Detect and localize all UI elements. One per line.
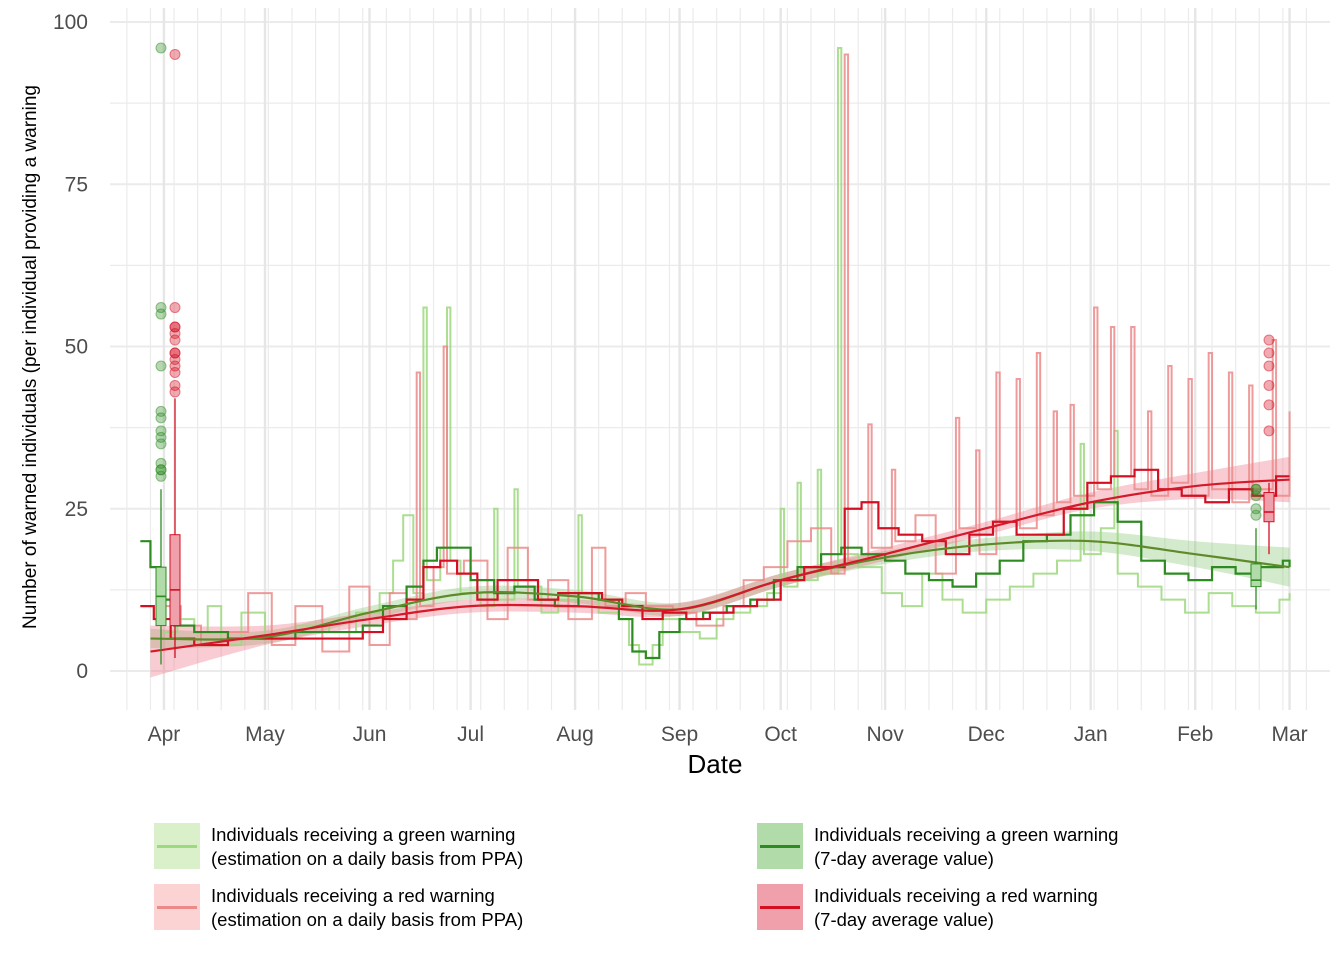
x-tick-label: May (245, 723, 285, 746)
boxplot-outlier (1263, 425, 1275, 437)
boxplot-box (1250, 563, 1262, 588)
boxplot-outlier (1263, 379, 1275, 391)
x-tick-label: Sep (661, 723, 698, 746)
trend-line-red (150, 478, 1290, 653)
x-tick-label: Jun (353, 723, 387, 746)
y-axis-title: Number of warned individuals (per indivi… (20, 85, 41, 629)
x-axis-title: Date (688, 749, 743, 779)
boxplot-outlier (169, 379, 181, 391)
confidence-band-red (150, 456, 1290, 678)
y-tick-label: 50 (65, 336, 88, 359)
x-tick-label: Jan (1074, 723, 1108, 746)
boxplot-outlier (155, 457, 167, 469)
boxplot-outlier (1250, 503, 1262, 515)
boxplot-outlier (155, 425, 167, 437)
boxplot-outlier (169, 302, 181, 314)
x-tick-label: Nov (866, 723, 904, 746)
boxplot-outlier (169, 347, 181, 359)
x-tick-label: Aug (556, 723, 593, 746)
confidence-bands (150, 456, 1290, 678)
boxplot-box (169, 534, 181, 627)
boxplot-outlier (155, 360, 167, 372)
x-tick-label: Dec (968, 723, 1005, 746)
y-tick-label: 0 (76, 660, 88, 683)
boxplot-outlier (1250, 483, 1262, 495)
boxplot-box (1263, 492, 1275, 523)
x-tick-label: Oct (764, 723, 797, 746)
x-tick-label: Jul (457, 723, 484, 746)
boxplot-outlier (155, 302, 167, 314)
boxplot-outlier (1263, 347, 1275, 359)
y-tick-labels: 0 25 50 75 100 (53, 11, 88, 683)
series-lines (140, 46, 1291, 666)
boxplot-outlier (1263, 334, 1275, 346)
boxplot-outlier (169, 321, 181, 333)
green-daily-line (163, 46, 1291, 666)
y-tick-label: 25 (65, 498, 88, 521)
red-daily-line (163, 53, 1291, 653)
boxplot-outlier (155, 42, 167, 54)
red-average-line (140, 468, 1290, 647)
y-tick-label: 100 (53, 11, 88, 34)
x-tick-label: Apr (148, 723, 181, 746)
boxplots (155, 42, 1275, 665)
y-tick-label: 75 (65, 173, 88, 196)
boxplot-outlier (155, 405, 167, 417)
x-tick-label: Feb (1177, 723, 1213, 746)
x-tick-labels: Apr May Jun Jul Aug Sep Oct Nov Dec Jan Feb Mar (148, 723, 1308, 746)
x-tick-label: Mar (1271, 723, 1307, 746)
boxplot-outlier (1263, 399, 1275, 411)
boxplot-outlier (169, 48, 181, 60)
boxplot-outlier (1263, 360, 1275, 372)
